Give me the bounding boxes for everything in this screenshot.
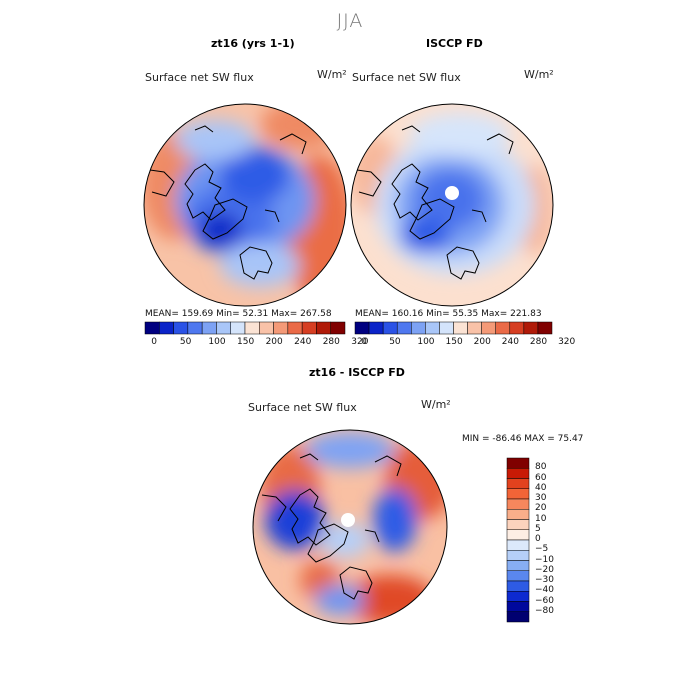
colorbar-obs-tick-label: 0 (361, 337, 367, 347)
colorbar-diff-swatch (506, 468, 530, 479)
colorbar-obs-swatch (467, 321, 482, 335)
panel-title-diff: zt16 - ISCCP FD (309, 366, 405, 379)
colorbar-obs-tick-label: 50 (389, 337, 401, 347)
colorbar-obs-swatch (481, 321, 496, 335)
variable-label-diff: Surface net SW flux (248, 401, 357, 414)
polar-map-obs (350, 103, 554, 307)
colorbar-model-swatch (187, 321, 203, 335)
colorbar-obs-tick-label: 200 (473, 337, 491, 347)
colorbar-obs-swatch (453, 321, 468, 335)
colorbar-diff-swatch (506, 611, 530, 623)
colorbar-diff-tick-label: 20 (535, 503, 547, 514)
colorbar-model (144, 321, 346, 335)
colorbar-obs-tick-label: 150 (445, 337, 463, 347)
colorbar-obs (354, 321, 553, 335)
colorbar-model-swatch (230, 321, 246, 335)
units-label-obs: W/m² (524, 68, 554, 81)
colorbar-obs-swatch (368, 321, 384, 335)
colorbar-model-swatch (201, 321, 217, 335)
colorbar-diff-tick-label: 0 (535, 534, 541, 544)
colorbar-model-swatch (287, 321, 303, 335)
colorbar-diff-tick-label: −20 (535, 564, 554, 575)
colorbar-diff-swatch (506, 550, 530, 561)
colorbar-diff-swatch (506, 498, 530, 510)
polar-map-diff (252, 429, 448, 625)
colorbar-obs-tick-label: 100 (417, 337, 435, 347)
colorbar-model-swatch (144, 321, 160, 335)
colorbar-diff-tick-label: 5 (535, 523, 541, 534)
colorbar-model-swatch (273, 321, 289, 335)
colorbar-diff-swatch (506, 601, 530, 612)
colorbar-obs-swatch (537, 321, 553, 335)
colorbar-diff-swatch (506, 560, 530, 571)
colorbar-diff-tick-label: −40 (535, 585, 554, 596)
colorbar-obs-swatch (523, 321, 539, 335)
colorbar-model-swatch (330, 321, 346, 335)
colorbar-diff (506, 457, 530, 623)
colorbar-obs-tick-label: 320 (558, 337, 576, 347)
colorbar-model-tick-label: 280 (322, 337, 340, 347)
colorbar-diff-tick-label: −60 (535, 595, 554, 606)
colorbar-obs-swatch (411, 321, 426, 335)
variable-label-model: Surface net SW flux (145, 71, 254, 84)
colorbar-obs-tick-label: 240 (501, 337, 519, 347)
colorbar-diff-swatch (506, 570, 530, 582)
variable-label-obs: Surface net SW flux (352, 71, 461, 84)
colorbar-model-swatch (301, 321, 317, 335)
colorbar-diff-swatch (506, 488, 530, 500)
colorbar-diff-tick-label: 10 (535, 513, 547, 524)
colorbar-obs-swatch (425, 321, 440, 335)
colorbar-diff-swatch (506, 457, 530, 469)
colorbar-obs-swatch (382, 321, 398, 335)
colorbar-diff-swatch (506, 529, 530, 541)
colorbar-model-tick-label: 240 (294, 337, 312, 347)
colorbar-model-swatch (159, 321, 174, 335)
colorbar-obs-swatch (396, 321, 412, 335)
colorbar-diff-swatch (506, 519, 530, 530)
colorbar-model-tick-label: 50 (179, 337, 192, 347)
colorbar-obs-tick-label: 280 (529, 337, 548, 347)
polar-map-model (143, 103, 347, 307)
colorbar-diff-tick-label: −30 (535, 575, 554, 585)
colorbar-diff-tick-label: 40 (535, 482, 547, 493)
colorbar-model-swatch (216, 321, 231, 335)
colorbar-diff-swatch (506, 478, 530, 489)
colorbar-diff-tick-label: 30 (535, 493, 547, 503)
colorbar-model-tick-label: 320 (351, 337, 369, 347)
colorbar-model-swatch (316, 321, 331, 335)
colorbar-diff-tick-label: 60 (535, 472, 547, 483)
colorbar-obs-swatch (509, 321, 525, 335)
stats-model: MEAN= 159.69 Min= 52.31 Max= 267.58 (145, 309, 332, 319)
colorbar-diff-swatch (506, 509, 530, 520)
colorbar-diff-swatch (506, 591, 530, 602)
units-label-diff: W/m² (421, 398, 451, 411)
colorbar-diff-tick-label: −5 (535, 544, 549, 555)
season-title: JJA (336, 10, 364, 32)
colorbar-model-swatch (259, 321, 274, 335)
colorbar-obs-swatch (495, 321, 511, 335)
panel-title-obs: ISCCP FD (426, 37, 483, 50)
colorbar-obs-swatch (354, 321, 370, 335)
colorbar-diff-swatch (506, 580, 530, 592)
units-label-model: W/m² (317, 68, 347, 81)
colorbar-model-swatch (244, 321, 260, 335)
colorbar-model-tick-label: 0 (151, 337, 158, 347)
colorbar-model-tick-label: 150 (237, 337, 255, 347)
colorbar-model-swatch (173, 321, 189, 335)
colorbar-model-tick-label: 100 (208, 337, 226, 347)
stats-obs: MEAN= 160.16 Min= 55.35 Max= 221.83 (355, 309, 542, 319)
colorbar-model-tick-label: 200 (265, 337, 283, 347)
panel-title-model: zt16 (yrs 1-1) (211, 37, 295, 50)
colorbar-diff-swatch (506, 539, 530, 551)
colorbar-diff-tick-label: −10 (535, 554, 554, 565)
colorbar-diff-tick-label: −80 (535, 605, 554, 616)
stats-diff: MIN = -86.46 MAX = 75.47 (462, 434, 584, 444)
colorbar-diff-tick-label: 80 (535, 462, 547, 473)
colorbar-obs-swatch (439, 321, 454, 335)
